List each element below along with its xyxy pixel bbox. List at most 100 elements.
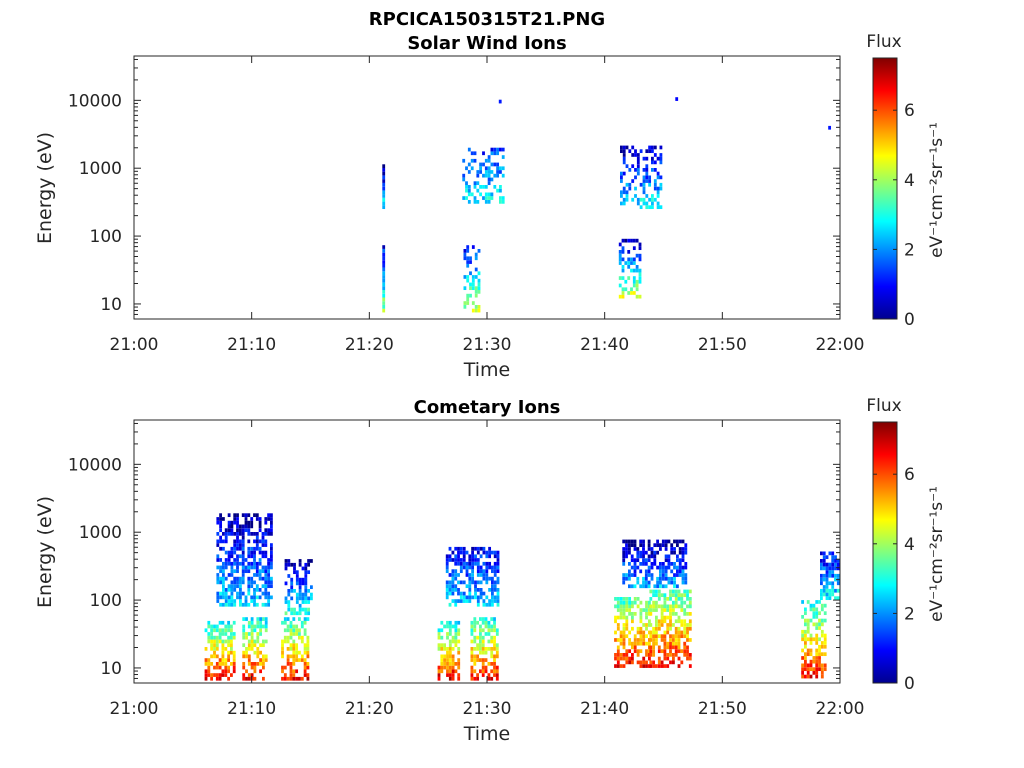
flux-cell <box>218 620 222 625</box>
flux-cell <box>836 588 840 593</box>
flux-cell <box>264 565 268 570</box>
flux-cell <box>625 190 629 195</box>
flux-cell <box>820 551 823 556</box>
flux-cell <box>688 656 692 661</box>
flux-cell <box>484 158 488 163</box>
flux-cell <box>219 565 223 570</box>
flux-cell <box>670 580 674 585</box>
flux-cell <box>451 573 455 577</box>
flux-cell <box>655 608 658 612</box>
flux-cell <box>267 569 271 574</box>
flux-cell <box>440 620 444 625</box>
flux-cell <box>495 643 499 648</box>
flux-cell <box>495 665 499 670</box>
flux-cell <box>659 145 663 150</box>
flux-cell <box>230 673 233 677</box>
flux-cell <box>295 574 299 578</box>
flux-cell <box>493 580 497 585</box>
flux-cell <box>264 639 268 644</box>
flux-cell <box>825 562 829 567</box>
flux-cell <box>806 618 810 623</box>
flux-cell <box>253 573 256 577</box>
flux-cell <box>470 676 474 681</box>
flux-cell <box>660 608 664 612</box>
flux-cell <box>457 673 461 677</box>
flux-cell <box>207 632 211 636</box>
flux-cell <box>619 615 623 620</box>
flux-cell <box>490 617 494 621</box>
flux-cell <box>484 200 488 204</box>
flux-cell <box>281 654 284 659</box>
flux-cell <box>245 669 248 674</box>
flux-cell <box>244 595 248 600</box>
flux-cell <box>621 287 625 292</box>
flux-cell <box>631 612 634 616</box>
flux-cell <box>818 600 821 604</box>
flux-cell <box>618 257 622 262</box>
flux-cell <box>620 201 623 206</box>
flux-cell <box>657 623 661 627</box>
flux-cell <box>620 179 623 183</box>
flux-cell <box>672 589 675 594</box>
flux-cell <box>673 550 676 555</box>
flux-cell <box>466 249 470 253</box>
flux-cell <box>219 569 223 574</box>
flux-cell <box>484 617 488 621</box>
flux-cell <box>457 662 461 666</box>
flux-cell <box>667 576 671 581</box>
flux-cell <box>222 576 225 581</box>
flux-cell <box>261 543 265 547</box>
flux-cell <box>448 650 452 655</box>
flux-cell <box>255 532 259 536</box>
flux-cell <box>468 584 472 589</box>
flux-cell <box>649 612 653 616</box>
flux-cell <box>476 654 480 659</box>
flux-cell <box>636 604 640 609</box>
flux-cell <box>213 635 216 640</box>
flux-cell <box>227 635 231 640</box>
flux-cell <box>631 626 634 631</box>
flux-cell <box>628 612 632 616</box>
flux-cell <box>677 619 681 624</box>
flux-cell <box>250 550 254 555</box>
flux-cell <box>672 593 675 598</box>
flux-cell <box>233 546 237 551</box>
flux-cell <box>501 173 505 178</box>
flux-cell <box>823 611 827 616</box>
flux-cell <box>614 638 617 642</box>
flux-cell <box>642 186 646 191</box>
flux-cell <box>236 565 239 570</box>
flux-cell <box>445 554 449 559</box>
flux-cell <box>493 647 496 651</box>
flux-cell <box>818 644 821 649</box>
flux-cell <box>639 600 643 605</box>
flux-cell <box>281 676 284 681</box>
flux-cell <box>820 596 823 601</box>
flux-cell <box>216 558 220 562</box>
flux-cell <box>634 175 637 180</box>
flux-cell <box>221 654 225 659</box>
flux-cell <box>462 558 466 562</box>
flux-cell <box>258 569 262 574</box>
flux-cell <box>247 591 251 596</box>
flux-cell <box>470 628 474 633</box>
flux-cell <box>298 650 301 655</box>
flux-cell <box>490 162 494 167</box>
flux-cell <box>619 604 623 609</box>
flux-cell <box>236 558 239 562</box>
flux-cell <box>481 650 485 655</box>
flux-cell <box>487 620 491 625</box>
flux-cell <box>465 196 468 200</box>
flux-cell <box>485 561 489 566</box>
flux-cell <box>818 648 821 653</box>
x-tick-label: 21:30 <box>463 335 512 355</box>
flux-cell <box>619 664 623 668</box>
flux-cell <box>255 569 259 574</box>
flux-cell <box>619 612 623 616</box>
flux-cell <box>622 160 626 165</box>
flux-cell <box>239 599 242 603</box>
flux-cell <box>648 656 651 661</box>
flux-cell <box>222 584 225 589</box>
